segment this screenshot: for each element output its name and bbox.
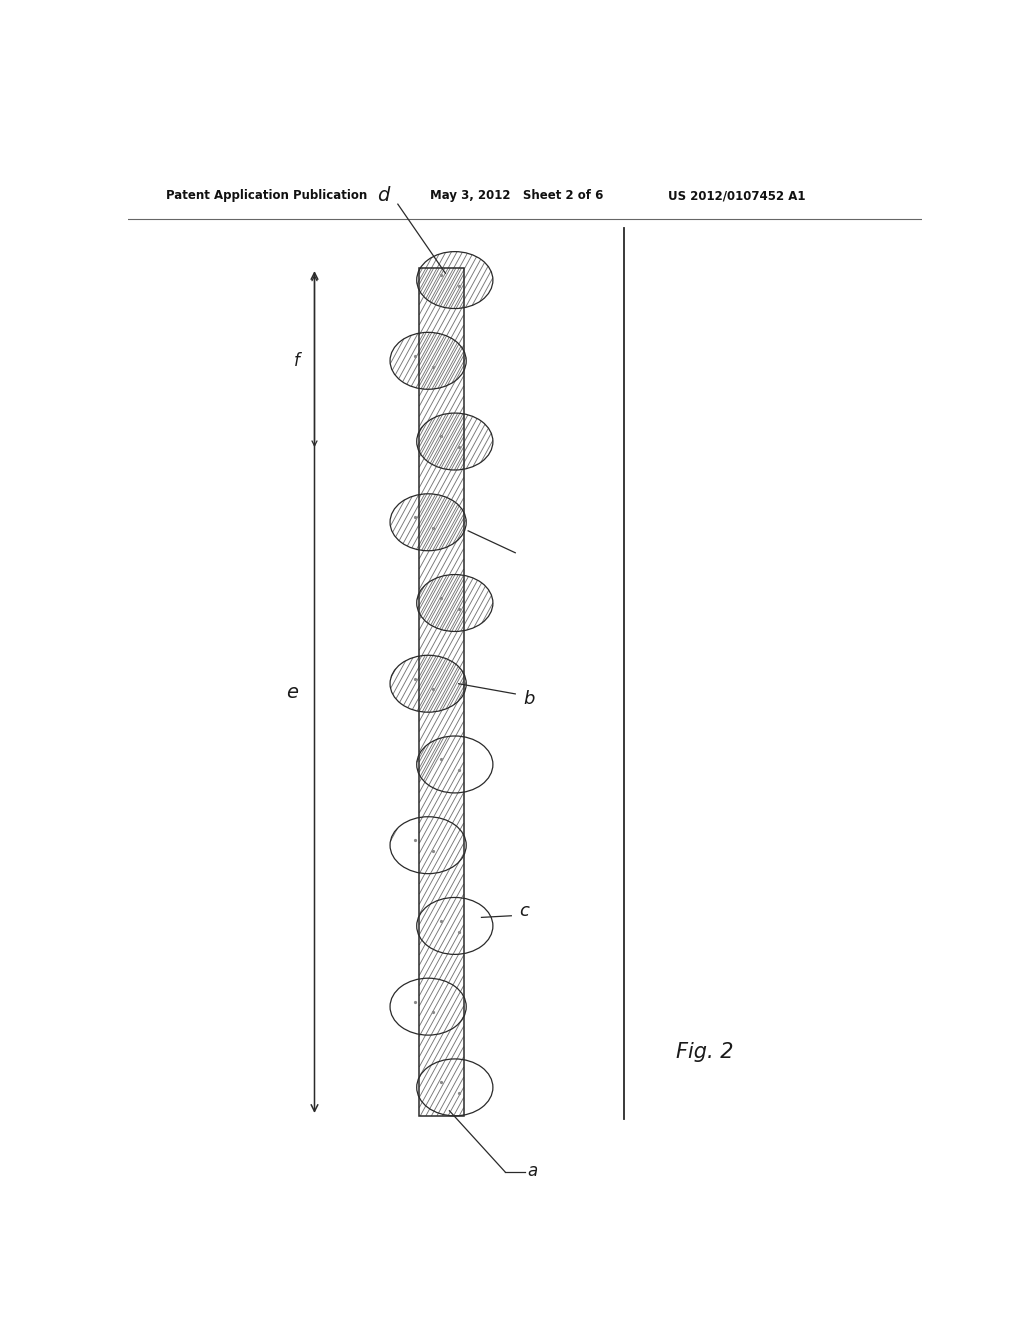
Text: f: f: [294, 352, 300, 370]
Text: US 2012/0107452 A1: US 2012/0107452 A1: [668, 189, 805, 202]
Text: b: b: [523, 690, 535, 708]
Text: May 3, 2012   Sheet 2 of 6: May 3, 2012 Sheet 2 of 6: [430, 189, 603, 202]
Ellipse shape: [390, 655, 466, 713]
Ellipse shape: [390, 494, 466, 550]
Ellipse shape: [417, 737, 493, 793]
Text: Fig. 2: Fig. 2: [676, 1041, 733, 1061]
Text: Patent Application Publication: Patent Application Publication: [166, 189, 368, 202]
Ellipse shape: [417, 413, 493, 470]
Text: a: a: [527, 1162, 538, 1180]
Ellipse shape: [417, 898, 493, 954]
Ellipse shape: [417, 1059, 493, 1115]
Ellipse shape: [390, 978, 466, 1035]
Ellipse shape: [417, 252, 493, 309]
Bar: [419, 268, 464, 1115]
Bar: [419, 268, 464, 1115]
Text: c: c: [519, 902, 529, 920]
Ellipse shape: [390, 333, 466, 389]
Ellipse shape: [417, 574, 493, 631]
Text: e: e: [287, 682, 298, 701]
Ellipse shape: [390, 817, 466, 874]
Text: d: d: [378, 186, 390, 205]
